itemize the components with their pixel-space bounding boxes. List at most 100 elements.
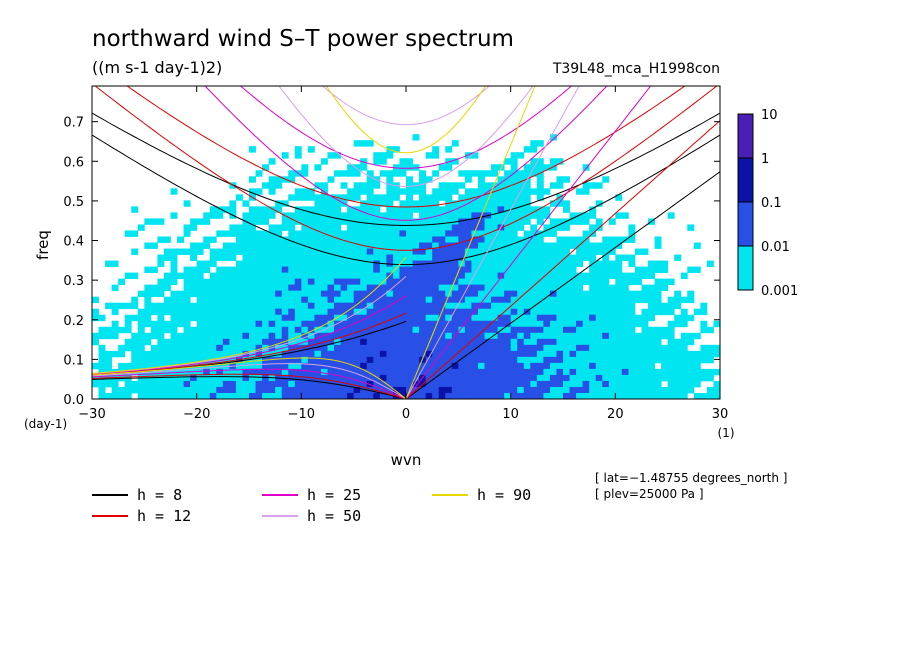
power-cell: [131, 338, 139, 346]
power-cell: [275, 302, 283, 310]
power-cell: [203, 326, 211, 334]
power-cell: [262, 278, 270, 286]
power-cell: [150, 242, 158, 249]
power-cell: [477, 344, 485, 352]
power-cell: [693, 356, 701, 364]
power-cell: [281, 362, 289, 370]
power-cell: [432, 248, 440, 255]
power-cell: [510, 296, 518, 304]
power-cell: [549, 158, 557, 165]
power-cell: [386, 386, 394, 394]
power-cell: [320, 206, 328, 213]
power-cell: [307, 350, 315, 358]
power-cell: [484, 308, 492, 316]
power-cell: [229, 320, 237, 328]
power-cell: [445, 284, 453, 292]
power-cell: [124, 344, 132, 352]
power-cell: [530, 242, 538, 249]
power-cell: [190, 278, 198, 286]
power-cell: [628, 368, 636, 376]
power-cell: [340, 386, 348, 394]
power-cell: [157, 314, 165, 322]
power-cell: [484, 284, 492, 292]
power-cell: [347, 218, 355, 225]
power-cell: [582, 362, 590, 370]
power-cell: [105, 362, 113, 370]
power-cell: [471, 308, 479, 316]
power-cell: [203, 368, 211, 376]
power-cell: [255, 332, 263, 340]
power-cell: [157, 332, 165, 340]
power-cell: [412, 236, 420, 243]
power-cell: [183, 332, 191, 340]
power-cell: [556, 320, 564, 328]
power-cell: [196, 302, 204, 310]
power-cell: [216, 338, 224, 346]
power-cell: [137, 392, 145, 399]
power-cell: [294, 230, 302, 237]
power-cell: [491, 260, 498, 267]
colorbar-label: 0.1: [761, 196, 782, 211]
power-cell: [294, 338, 302, 346]
power-cell: [432, 296, 440, 304]
power-cell: [347, 212, 355, 219]
power-cell: [281, 386, 289, 394]
power-cell: [366, 176, 374, 183]
power-cell: [674, 380, 682, 388]
power-cell: [464, 314, 472, 322]
power-cell: [674, 296, 682, 304]
power-cell: [523, 260, 531, 267]
power-cell: [360, 140, 368, 147]
power-cell: [589, 314, 597, 322]
power-cell: [307, 206, 315, 213]
power-cell: [484, 380, 492, 388]
power-cell: [196, 320, 204, 328]
power-cell: [654, 326, 662, 334]
power-cell: [301, 248, 309, 255]
power-cell: [412, 284, 420, 292]
power-cell: [229, 374, 237, 382]
power-cell: [288, 266, 296, 273]
power-cell: [216, 230, 224, 237]
power-cell: [641, 314, 649, 322]
power-cell: [628, 296, 636, 304]
power-cell: [464, 284, 472, 292]
power-cell: [654, 338, 662, 346]
power-cell: [634, 320, 642, 328]
power-cell: [249, 146, 256, 153]
power-cell: [399, 272, 407, 280]
power-cell: [432, 170, 440, 177]
power-cell: [288, 224, 296, 231]
power-cell: [170, 392, 178, 399]
power-cell: [301, 326, 309, 334]
power-cell: [412, 242, 420, 249]
power-cell: [602, 332, 610, 340]
power-cell: [589, 290, 597, 298]
power-cell: [183, 278, 191, 286]
power-cell: [360, 266, 368, 273]
power-cell: [477, 332, 485, 340]
power-cell: [373, 206, 381, 213]
power-cell: [320, 158, 328, 165]
power-cell: [157, 284, 165, 292]
power-cell: [464, 278, 472, 286]
power-cell: [137, 308, 145, 316]
power-cell: [268, 368, 276, 376]
power-cell: [144, 332, 152, 340]
power-cell: [307, 242, 315, 249]
gravity-curve: [239, 86, 573, 169]
power-cell: [491, 344, 498, 352]
power-cell: [288, 392, 296, 399]
power-cell: [484, 296, 492, 304]
power-cell: [517, 278, 525, 286]
gravity-curve: [92, 112, 720, 227]
power-cell: [497, 248, 505, 255]
power-cell: [471, 278, 479, 286]
power-cell: [386, 230, 394, 237]
power-cell: [249, 314, 256, 322]
power-cell: [641, 266, 649, 273]
power-cell: [484, 200, 492, 207]
power-cell: [432, 152, 440, 159]
power-cell: [667, 278, 675, 286]
power-cell: [556, 272, 564, 280]
